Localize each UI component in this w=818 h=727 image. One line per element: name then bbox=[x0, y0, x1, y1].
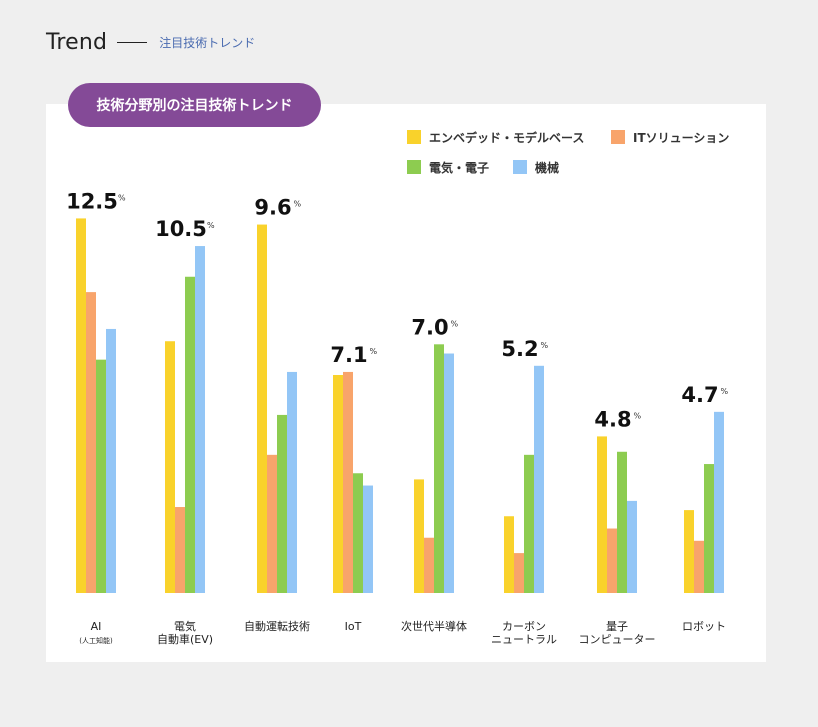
bar bbox=[444, 353, 454, 593]
legend-label: 電気・電子 bbox=[429, 160, 489, 175]
category-label: コンピューター bbox=[579, 633, 656, 646]
bar bbox=[165, 341, 175, 593]
value-unit: % bbox=[294, 200, 302, 209]
bar bbox=[714, 411, 724, 593]
trend-header: Trend 注目技術トレンド bbox=[46, 30, 255, 55]
bar bbox=[434, 344, 444, 593]
legend-label: 機械 bbox=[535, 160, 559, 175]
value-unit: % bbox=[118, 193, 126, 202]
bar bbox=[414, 479, 424, 593]
bar bbox=[86, 292, 96, 593]
value-unit: % bbox=[541, 341, 549, 350]
bar bbox=[257, 224, 267, 593]
bar bbox=[353, 473, 363, 593]
legend-swatch bbox=[611, 130, 625, 144]
category-label: 次世代半導体 bbox=[401, 619, 467, 633]
bar bbox=[627, 500, 637, 593]
legend-label: エンベデッド・モデルベース bbox=[429, 130, 584, 145]
category-label: AI bbox=[91, 620, 102, 633]
bar bbox=[504, 516, 514, 593]
bar bbox=[277, 414, 287, 593]
value-label: 7.0 bbox=[411, 315, 448, 339]
value-unit: % bbox=[207, 221, 215, 230]
value-label: 5.2 bbox=[501, 337, 538, 361]
category-label: ニュートラル bbox=[491, 633, 557, 646]
value-label: 12.5 bbox=[66, 189, 118, 213]
legend-label: ITソリューション bbox=[633, 131, 729, 145]
bar bbox=[617, 451, 627, 593]
category-label: 自動運転技術 bbox=[244, 619, 310, 633]
legend-swatch bbox=[407, 160, 421, 174]
value-unit: % bbox=[370, 347, 378, 356]
category-label: 自動車(EV) bbox=[157, 632, 213, 646]
value-label: 10.5 bbox=[155, 217, 207, 241]
bar bbox=[684, 510, 694, 593]
value-label: 7.1 bbox=[330, 343, 367, 367]
bar bbox=[96, 359, 106, 593]
bar bbox=[597, 436, 607, 593]
value-label: 9.6 bbox=[254, 196, 291, 220]
category-label: 電気 bbox=[174, 619, 196, 633]
value-unit: % bbox=[634, 411, 642, 420]
bar bbox=[607, 528, 617, 593]
bar bbox=[343, 371, 353, 593]
value-unit: % bbox=[451, 319, 459, 328]
bar bbox=[704, 464, 714, 593]
bar bbox=[524, 454, 534, 593]
bar bbox=[514, 553, 524, 593]
category-label: IoT bbox=[345, 620, 362, 633]
legend-swatch bbox=[407, 130, 421, 144]
bar bbox=[175, 507, 185, 593]
category-label: 量子 bbox=[606, 620, 628, 633]
bar bbox=[694, 540, 704, 593]
bar bbox=[287, 371, 297, 593]
value-label: 4.7 bbox=[681, 383, 718, 407]
category-label: ロボット bbox=[682, 620, 726, 633]
value-label: 4.8 bbox=[594, 407, 631, 431]
bar bbox=[195, 246, 205, 593]
bar bbox=[106, 328, 116, 593]
bar bbox=[363, 485, 373, 593]
category-label: (人工知能) bbox=[79, 636, 113, 645]
bar bbox=[267, 454, 277, 593]
category-label: カーボン bbox=[502, 620, 546, 633]
bar bbox=[534, 365, 544, 593]
title-divider bbox=[117, 42, 148, 43]
bar bbox=[76, 218, 86, 593]
page-title: Trend bbox=[46, 30, 108, 55]
legend-swatch bbox=[513, 160, 527, 174]
value-unit: % bbox=[721, 387, 729, 396]
page-subtitle: 注目技術トレンド bbox=[159, 36, 256, 50]
bar bbox=[185, 276, 195, 593]
chart-title-badge: 技術分野別の注目技術トレンド bbox=[68, 83, 321, 127]
bar bbox=[424, 537, 434, 593]
bar bbox=[333, 375, 343, 593]
